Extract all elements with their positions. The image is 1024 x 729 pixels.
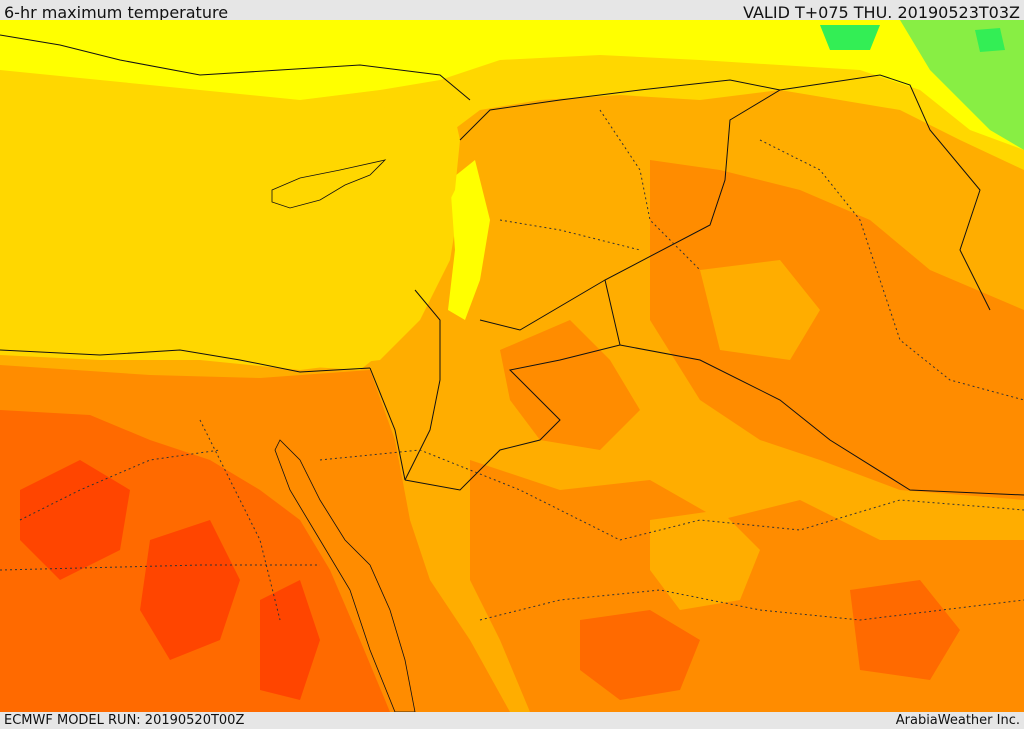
cyprus-island — [271, 159, 387, 209]
hot-region-iraq — [650, 160, 1024, 500]
bright-green-spots — [820, 25, 1005, 52]
model-run-label: ECMWF MODEL RUN: 20190520T00Z — [4, 713, 245, 728]
very-hot-patch-south — [580, 580, 960, 700]
light-yellow-levant — [448, 160, 490, 320]
hot-patch-jordan — [500, 320, 640, 450]
valid-time: VALID T+075 THU. 20190523T03Z — [743, 3, 1020, 22]
temperature-map — [0, 20, 1024, 712]
hottest-patches-egypt — [20, 460, 320, 700]
map-title: 6-hr maximum temperature — [4, 3, 229, 22]
admin-boundaries — [0, 109, 1024, 621]
red-sea — [274, 439, 416, 712]
country-borders — [0, 34, 1024, 496]
green-region — [900, 20, 1024, 150]
credit-label: ArabiaWeather Inc. — [895, 713, 1020, 728]
light-yellow-band — [0, 20, 1024, 150]
mild-patch-arabia — [650, 510, 760, 610]
mild-patch-iraq — [700, 260, 820, 360]
mediterranean-sea — [0, 80, 460, 370]
